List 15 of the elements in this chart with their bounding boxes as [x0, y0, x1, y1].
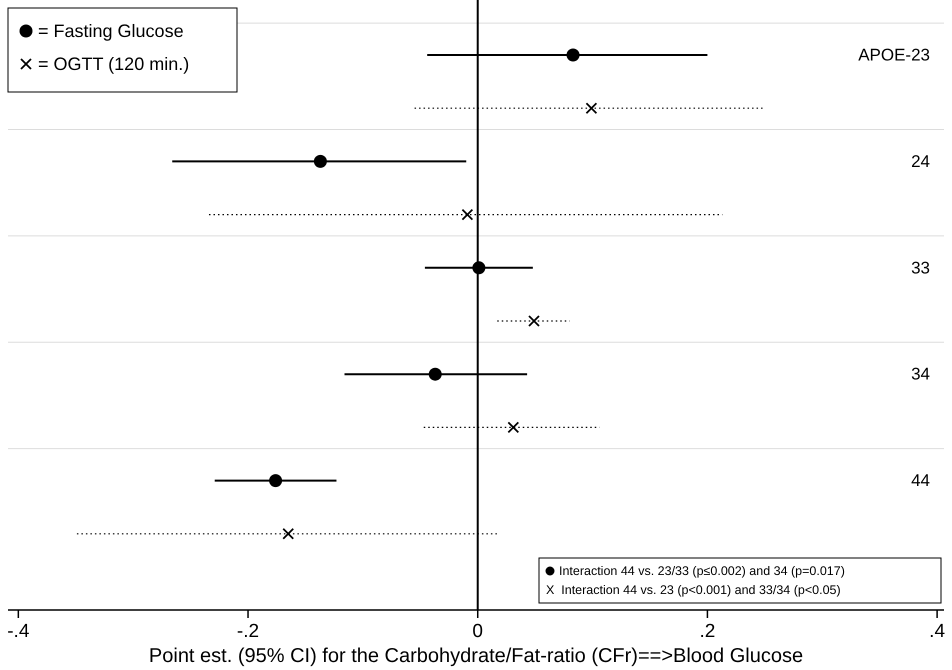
y-tick-label: 24 — [911, 152, 930, 171]
legend-label: = OGTT (120 min.) — [38, 54, 190, 74]
y-tick-label: 44 — [911, 471, 930, 490]
annotation: Interaction 44 vs. 23/33 (p≤0.002) and 34 (p=0.017) — [559, 564, 845, 578]
y-tick-label: 34 — [911, 364, 930, 384]
x-tick-label: -.4 — [7, 621, 30, 642]
y-tick-label: APOE-23 — [858, 46, 930, 64]
x-tick-label: 0 — [472, 621, 484, 642]
annotation: X Interaction 44 vs. 23 (p<0.001) and 33/34 (p<0.05) — [546, 583, 841, 597]
legend-label: = Fasting Glucose — [38, 21, 184, 41]
x-axis-title: Point est. (95% CI) for the Carbohydrate/Fat-ratio (CFr)==>Blood Glucose — [148, 645, 804, 667]
x-tick-label: .4 — [929, 621, 946, 642]
x-tick-label: -.2 — [236, 621, 260, 642]
y-tick-label: 33 — [911, 258, 930, 278]
x-tick-label: .2 — [699, 621, 716, 642]
